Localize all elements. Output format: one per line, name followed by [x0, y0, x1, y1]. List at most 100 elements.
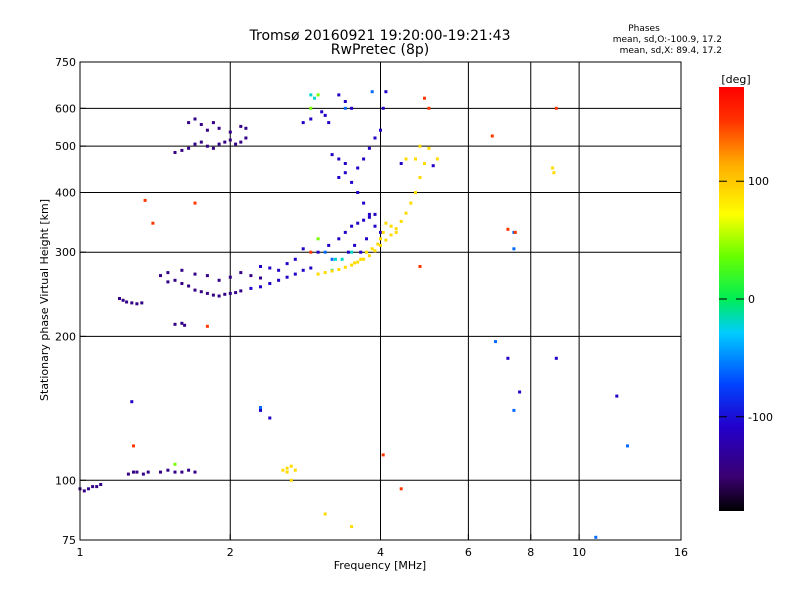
data-point	[399, 487, 403, 491]
y-axis-label: Stationary phase Virtual Height [km]	[38, 199, 51, 401]
data-point	[552, 171, 556, 175]
data-point	[554, 356, 558, 360]
data-point	[431, 164, 435, 168]
data-point	[316, 93, 320, 97]
data-point	[404, 157, 408, 161]
data-point	[228, 275, 232, 279]
data-point	[159, 470, 162, 474]
data-point	[293, 468, 297, 472]
data-point	[132, 470, 135, 474]
data-point	[379, 128, 382, 132]
data-point	[205, 274, 209, 278]
data-point	[239, 140, 243, 144]
data-point	[205, 291, 209, 295]
data-point	[99, 483, 103, 486]
data-point	[362, 201, 366, 205]
data-point	[350, 250, 354, 254]
phases-title: Phases	[628, 24, 660, 34]
data-point	[132, 444, 135, 448]
data-point	[389, 224, 393, 228]
data-point	[180, 470, 184, 474]
data-point	[404, 211, 408, 215]
data-point	[285, 470, 289, 474]
data-point	[323, 271, 327, 275]
data-point	[259, 408, 262, 412]
data-point	[399, 162, 403, 165]
data-point	[193, 142, 197, 146]
data-point	[373, 136, 377, 140]
data-point	[356, 166, 360, 170]
data-point	[193, 117, 197, 121]
data-point	[343, 100, 347, 103]
data-point	[244, 136, 248, 140]
data-point	[173, 151, 177, 154]
data-point	[211, 293, 215, 297]
data-point	[327, 121, 331, 125]
data-point	[418, 144, 422, 148]
data-point	[277, 268, 281, 272]
data-point	[301, 268, 305, 272]
data-point	[199, 290, 203, 294]
data-point	[512, 247, 516, 251]
data-point	[301, 247, 305, 251]
data-point	[249, 274, 253, 278]
data-point	[367, 212, 371, 216]
data-point	[367, 215, 371, 219]
data-point	[350, 180, 354, 184]
data-point	[350, 106, 354, 110]
data-point	[187, 121, 191, 125]
data-point	[330, 269, 334, 273]
data-point	[316, 237, 320, 241]
data-point	[268, 416, 272, 420]
y-tick-label: 400	[55, 186, 76, 199]
data-point	[418, 176, 422, 179]
data-point	[506, 356, 510, 360]
data-point	[259, 276, 262, 280]
data-point	[151, 221, 155, 225]
data-point	[285, 275, 289, 279]
data-point	[187, 146, 191, 150]
data-point	[259, 265, 262, 268]
data-point	[87, 487, 90, 491]
data-point	[205, 324, 209, 328]
data-point	[118, 297, 121, 300]
data-point	[409, 201, 413, 205]
data-point	[554, 106, 558, 110]
data-point	[346, 250, 350, 254]
data-point	[193, 201, 197, 205]
data-point	[389, 233, 393, 237]
data-point	[337, 268, 341, 271]
data-point	[91, 485, 95, 489]
data-point	[327, 243, 331, 247]
data-point	[173, 462, 177, 466]
data-point	[384, 238, 388, 242]
colorbar-ticks: 100 0 -100	[719, 175, 773, 424]
data-point	[180, 268, 184, 272]
data-point	[82, 489, 86, 493]
data-point	[384, 221, 388, 225]
data-point	[301, 121, 305, 125]
data-point	[259, 406, 262, 409]
data-point	[365, 250, 368, 254]
data-point	[193, 288, 197, 292]
data-point	[399, 219, 403, 223]
data-point	[370, 90, 374, 94]
data-point	[141, 472, 145, 476]
data-point	[205, 128, 209, 132]
data-point	[362, 218, 366, 222]
data-point	[309, 93, 313, 97]
data-point	[343, 265, 347, 269]
data-point	[551, 166, 555, 170]
data-point	[146, 470, 150, 474]
data-point	[293, 272, 297, 276]
data-point	[130, 400, 134, 404]
data-point	[166, 280, 170, 284]
data-point	[356, 221, 360, 225]
data-point	[373, 224, 377, 228]
data-point	[323, 512, 327, 516]
data-point	[414, 157, 417, 161]
data-point	[370, 247, 374, 251]
data-point	[285, 262, 289, 266]
y-tick-label: 750	[55, 56, 76, 69]
